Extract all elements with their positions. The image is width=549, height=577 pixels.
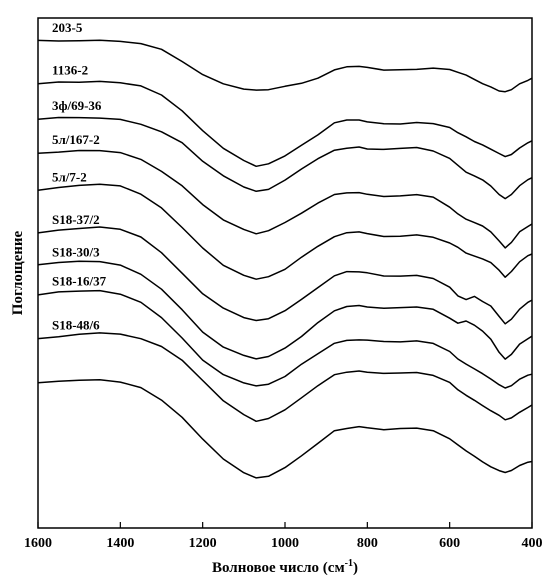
spectrum-line	[37, 260, 533, 360]
x-axis: 1600 1400 1200 1000 800 600 400	[24, 522, 543, 551]
x-tick-label: 1200	[189, 536, 217, 551]
y-axis-label: Поглощение	[10, 230, 26, 315]
spectrum-line	[37, 289, 533, 389]
series-label: S18-16/37	[52, 273, 107, 288]
series-label: 5л/167-2	[52, 132, 100, 147]
series-label: 203-5	[52, 20, 83, 35]
spectrum-line	[37, 378, 533, 479]
spectrum-line	[37, 226, 533, 325]
spectrum-line	[37, 149, 533, 249]
spectrum-line	[37, 116, 533, 200]
series-label: S18-37/2	[52, 212, 100, 227]
x-tick-label: 600	[439, 536, 460, 551]
x-tick-label: 800	[357, 536, 378, 551]
x-tick-label: 1600	[24, 536, 52, 551]
spectrum-line	[37, 332, 533, 423]
plot-area	[37, 39, 533, 479]
series-label: S18-48/6	[52, 317, 100, 332]
series-label: 1136-2	[52, 62, 88, 77]
series-label: 3ф/69-36	[52, 98, 102, 113]
spectrum-line	[37, 39, 533, 93]
x-tick-label: 1000	[271, 536, 299, 551]
x-axis-label: Волновое число (см-1)	[212, 558, 358, 576]
spectrum-line	[37, 80, 533, 168]
plot-frame	[37, 17, 533, 529]
x-tick-label: 400	[522, 536, 543, 551]
series-label: S18-30/3	[52, 244, 100, 259]
x-tick-label: 1400	[106, 536, 134, 551]
series-labels: 203-5 1136-2 3ф/69-36 5л/167-2 5л/7-2 S18-37/…	[52, 20, 107, 332]
spectrum-line	[37, 183, 533, 280]
series-label: 5л/7-2	[52, 169, 87, 184]
